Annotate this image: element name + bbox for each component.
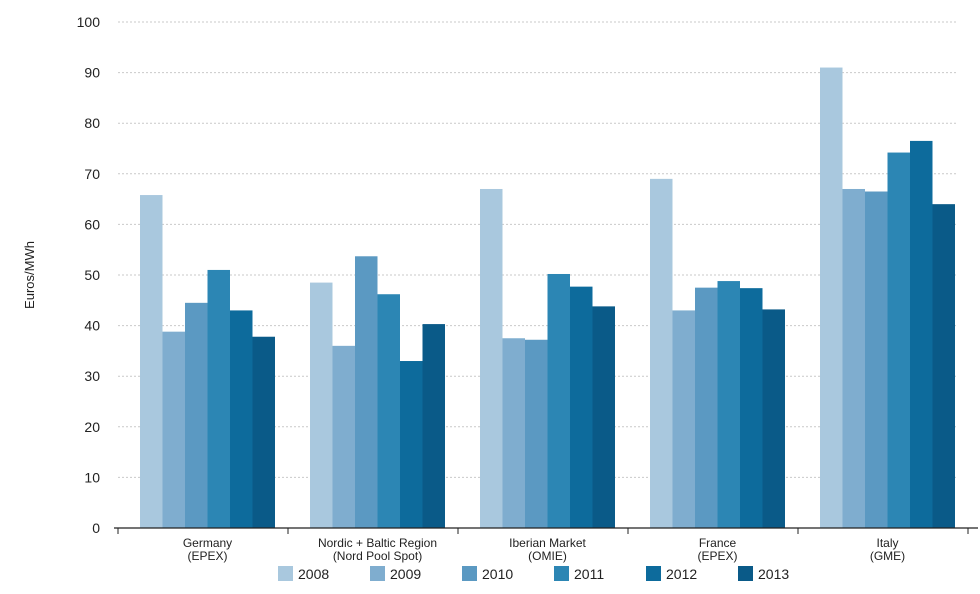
y-tick-labels: 0 10 20 30 40 50 60 70 80 90 100 xyxy=(77,14,101,536)
bar-2013-3 xyxy=(762,309,785,528)
axes xyxy=(114,527,978,534)
bar-2008-1 xyxy=(310,282,333,528)
legend-label: 2013 xyxy=(758,566,789,582)
legend-swatch-2011 xyxy=(554,566,569,581)
bar-2008-3 xyxy=(650,178,673,529)
bar-2009-3 xyxy=(672,310,695,528)
legend-swatch-2008 xyxy=(278,566,293,581)
y-tick-label: 10 xyxy=(84,469,100,485)
y-tick-label: 60 xyxy=(84,216,100,232)
bar-2012-1 xyxy=(400,361,423,528)
y-axis-label: Euros/MWh xyxy=(22,241,37,309)
category-label: (GME) xyxy=(870,549,905,563)
bar-2008-2 xyxy=(480,188,503,529)
y-tick-label: 70 xyxy=(84,166,100,182)
bar-2010-3 xyxy=(695,287,718,528)
bar-2013-2 xyxy=(592,306,615,528)
legend-label: 2011 xyxy=(574,566,604,582)
bar-2008-0 xyxy=(140,195,163,528)
y-tick-label: 0 xyxy=(92,520,100,536)
category-label: Germany xyxy=(183,536,232,550)
bar-2009-4 xyxy=(842,188,865,529)
legend-label: 2009 xyxy=(390,566,421,582)
y-tick-label: 90 xyxy=(84,65,100,81)
y-tick-label: 20 xyxy=(84,419,100,435)
category-labels: Germany(EPEX)Nordic + Baltic Region(Nord… xyxy=(183,536,905,563)
bar-2013-4 xyxy=(932,204,955,528)
bar-2010-0 xyxy=(185,302,208,528)
y-tick-label: 100 xyxy=(77,14,101,30)
legend-swatch-2009 xyxy=(370,566,385,581)
bar-2011-2 xyxy=(547,273,570,528)
bar-2010-1 xyxy=(355,256,378,528)
y-tick-label: 80 xyxy=(84,115,100,131)
bar-2011-1 xyxy=(377,294,400,528)
category-label: Iberian Market xyxy=(509,536,586,550)
legend: 2008 2009 2010 2011 2012 2013 xyxy=(278,566,789,582)
category-label: (EPEX) xyxy=(697,549,737,563)
category-label: Nordic + Baltic Region xyxy=(318,536,437,550)
legend-label: 2012 xyxy=(666,566,697,582)
bar-2011-3 xyxy=(717,281,740,528)
category-label: France xyxy=(699,536,737,550)
bar-2013-1 xyxy=(422,324,445,528)
category-label: (OMIE) xyxy=(528,549,567,563)
bar-2011-4 xyxy=(887,152,910,528)
bar-2011-0 xyxy=(207,269,230,528)
legend-label: 2008 xyxy=(298,566,329,582)
category-label: (Nord Pool Spot) xyxy=(333,549,422,563)
y-tick-label: 40 xyxy=(84,318,100,334)
bar-2012-4 xyxy=(910,140,933,528)
y-tick-label: 50 xyxy=(84,267,100,283)
bar-2010-2 xyxy=(525,339,548,528)
bar-2012-0 xyxy=(230,310,253,528)
legend-label: 2010 xyxy=(482,566,513,582)
bar-2009-1 xyxy=(332,345,355,528)
y-tick-label: 30 xyxy=(84,368,100,384)
bar-2010-4 xyxy=(865,191,888,528)
bar-2012-3 xyxy=(740,288,763,528)
bars xyxy=(140,67,955,529)
bar-2009-2 xyxy=(502,338,525,528)
legend-swatch-2013 xyxy=(738,566,753,581)
bar-2009-0 xyxy=(162,331,185,528)
category-label: Italy xyxy=(876,536,898,550)
bar-2013-0 xyxy=(252,336,275,528)
bar-2008-4 xyxy=(820,67,843,528)
category-label: (EPEX) xyxy=(187,549,227,563)
bar-2012-2 xyxy=(570,286,593,528)
legend-swatch-2010 xyxy=(462,566,477,581)
legend-swatch-2012 xyxy=(646,566,661,581)
